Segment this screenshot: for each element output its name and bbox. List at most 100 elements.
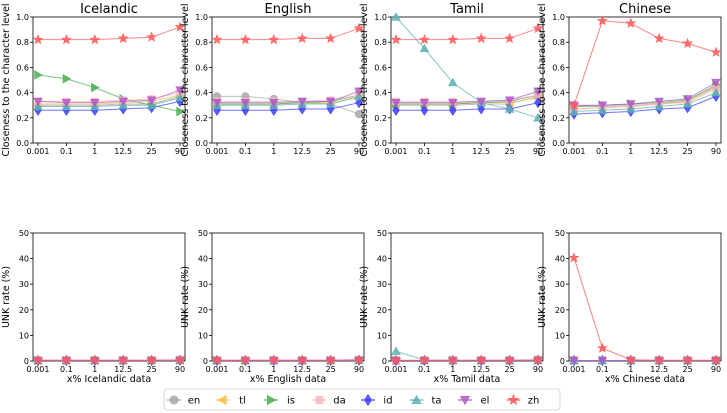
data-point-el [61, 99, 72, 108]
panel-title: Icelandic [80, 2, 138, 17]
data-point-is [91, 82, 100, 93]
legend-label: da [333, 396, 345, 407]
y-tick-label: 0.0 [16, 139, 29, 148]
x-tick-label: 1 [271, 147, 276, 156]
y-tick-label: 0.2 [195, 114, 208, 123]
data-point-zh [596, 342, 608, 353]
x-axis-label: x% Tamil data [434, 374, 501, 385]
x-tick-label: 25 [326, 365, 336, 374]
plot-frame [32, 16, 186, 144]
legend-label: id [383, 396, 392, 407]
data-point-el [269, 99, 279, 108]
x-tick-label: 12.5 [114, 147, 132, 156]
legend-item-en: en [167, 396, 200, 407]
panel-english: English 0.0 0.2 0.4 0.6 0.8 1.0 0.001 0.1 1 12.5 25… [180, 2, 365, 385]
panel-title: English [265, 2, 312, 17]
series-line-ta [573, 92, 717, 112]
series-line-el [37, 89, 181, 104]
series-line-zh [217, 359, 360, 361]
plot-frame [390, 232, 544, 362]
data-point-zh [532, 354, 544, 365]
data-point-zh [568, 252, 580, 263]
y-tick-label: 0.6 [552, 63, 565, 72]
y-tick-label: 30 [19, 280, 29, 289]
data-point-zh [653, 354, 665, 365]
y-tick-label: 40 [198, 255, 208, 264]
x-axis-label: x% Icelandic data [67, 374, 151, 385]
y-tick-label: 0.4 [552, 89, 565, 98]
y-tick-label: 20 [555, 306, 565, 315]
x-tick-label: 0.1 [596, 147, 609, 156]
y-tick-label: 1.0 [552, 13, 565, 22]
y-tick-label: 0.2 [374, 114, 387, 123]
data-point-zh [268, 33, 280, 45]
bottom-plot: 0 10 20 30 40 50 0.001 0.1 1 12.5 25 90 UNK rate (%) [537, 229, 722, 374]
data-point-zh [353, 354, 365, 365]
legend-marker-tl [217, 394, 227, 406]
series-line-el [217, 90, 360, 104]
series-zh [390, 22, 544, 45]
legend-item-zh: zh [506, 393, 539, 407]
y-axis-label: UNK rate (%) [1, 266, 12, 328]
x-tick-label: 90 [354, 147, 364, 156]
plot-frame [32, 232, 186, 362]
legend-marker-ta [411, 394, 422, 404]
series-line-is [217, 94, 360, 105]
panel-title: Chinese [619, 2, 671, 17]
data-point-is [176, 106, 185, 117]
y-tick-label: 30 [198, 280, 208, 289]
series-tl [391, 92, 542, 109]
y-tick-label: 10 [377, 331, 387, 340]
y-tick-label: 40 [555, 255, 565, 264]
legend-item-tl: tl [215, 394, 246, 407]
x-tick-label: 25 [683, 147, 693, 156]
data-point-zh [447, 354, 459, 365]
series-zh [211, 22, 365, 45]
x-tick-label: 12.5 [650, 147, 668, 156]
x-tick-label: 0.1 [596, 365, 609, 374]
series-line-zh [217, 27, 360, 41]
legend-item-is: is [264, 394, 295, 407]
data-point-zh [682, 354, 694, 365]
x-tick-label: 0.1 [418, 147, 431, 156]
series-line-is [396, 94, 539, 105]
y-tick-label: 0.8 [374, 38, 387, 47]
legend-label: tl [239, 396, 246, 407]
x-tick-label: 0.001 [385, 147, 408, 156]
data-point-id [392, 104, 400, 116]
series-line-zh [573, 257, 716, 361]
x-tick-label: 0.1 [239, 147, 252, 156]
data-point-zh [353, 22, 365, 33]
data-point-zh [268, 354, 280, 365]
x-tick-label: 1 [628, 365, 633, 374]
series-is [34, 70, 185, 117]
panel-tamil: Tamil 0.0 0.2 0.4 0.6 0.8 1.0 0.001 0.1 1 12.5 25 90… [359, 2, 544, 385]
y-tick-label: 0 [24, 357, 29, 366]
data-point-zh [325, 32, 337, 44]
data-point-zh [60, 33, 72, 45]
data-point-id [355, 97, 363, 109]
y-tick-label: 50 [555, 229, 565, 238]
data-point-zh [239, 354, 251, 365]
data-point-en [354, 109, 364, 119]
y-tick-label: 1.0 [374, 13, 387, 22]
panel-title: Tamil [449, 2, 484, 17]
series-line-id [573, 95, 717, 115]
x-tick-label: 90 [175, 365, 185, 374]
data-point-el [391, 99, 401, 108]
legend-marker-en [169, 395, 179, 405]
y-tick-label: 1.0 [195, 13, 208, 22]
data-point-zh [60, 354, 72, 365]
y-tick-label: 40 [377, 255, 387, 264]
data-point-zh [117, 32, 129, 44]
x-tick-label: 12.5 [293, 365, 311, 374]
data-point-zh [418, 33, 430, 45]
data-point-zh [296, 32, 308, 44]
series-da [570, 85, 720, 113]
x-tick-label: 0.1 [60, 147, 73, 156]
y-tick-label: 10 [19, 331, 29, 340]
x-tick-label: 12.5 [650, 365, 668, 374]
data-point-zh [89, 33, 101, 45]
x-tick-label: 0.001 [206, 365, 229, 374]
